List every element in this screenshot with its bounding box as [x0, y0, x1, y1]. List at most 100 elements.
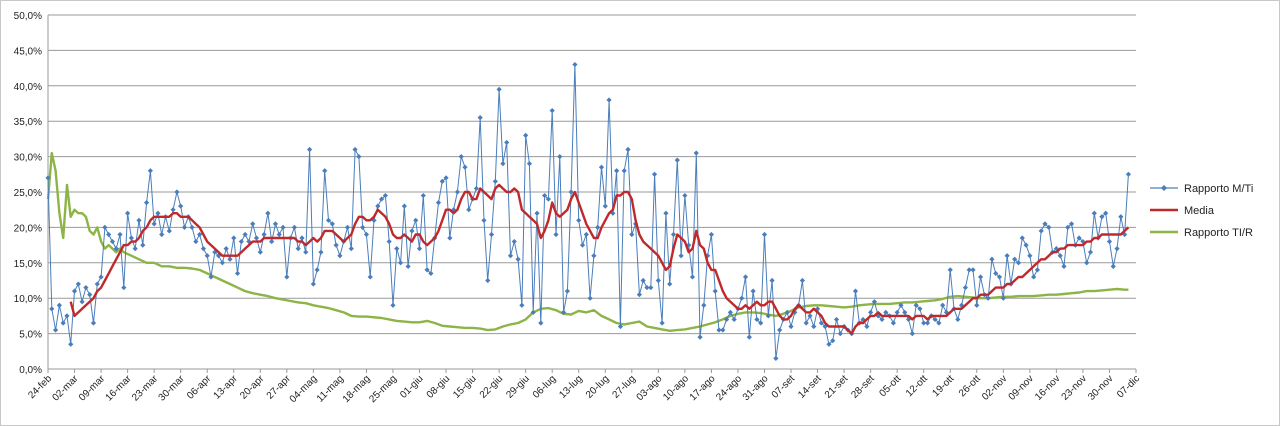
data-point	[731, 316, 737, 323]
data-point	[1103, 210, 1109, 216]
y-tick-label: 35,0%	[14, 117, 42, 128]
x-tick-label: 11-mag	[315, 373, 346, 404]
data-point	[363, 231, 370, 238]
data-point	[397, 260, 404, 266]
series-line	[47, 64, 1129, 359]
data-point	[1125, 171, 1132, 177]
data-point	[219, 260, 225, 266]
y-tick-label: 50,0%	[14, 11, 42, 22]
data-point	[1034, 267, 1041, 273]
data-point	[1099, 214, 1105, 220]
data-point	[898, 302, 904, 308]
data-point	[587, 295, 593, 301]
data-point	[238, 238, 244, 245]
data-point	[989, 256, 995, 262]
data-point	[572, 61, 578, 68]
data-point	[560, 309, 567, 315]
data-point	[970, 267, 976, 273]
data-point	[894, 309, 900, 315]
data-point	[705, 253, 711, 259]
data-point	[109, 238, 116, 245]
data-point	[777, 327, 783, 333]
x-tick-label: 30-mar	[157, 373, 188, 404]
data-point	[504, 139, 510, 146]
data-point	[189, 224, 195, 230]
data-point	[670, 231, 677, 238]
data-point	[204, 253, 210, 259]
data-point	[523, 132, 529, 138]
data-point	[667, 281, 673, 287]
x-tick-label: 06-lug	[531, 373, 558, 400]
data-point	[1000, 295, 1006, 301]
x-tick-label: 23-mar	[130, 373, 161, 404]
data-point	[360, 224, 366, 230]
data-point	[337, 253, 343, 259]
data-point	[496, 86, 502, 92]
data-point	[655, 277, 661, 284]
data-point	[322, 168, 328, 174]
x-tick-label: 31-ago	[741, 373, 771, 403]
x-tick-label: 24-feb	[26, 373, 54, 401]
x-tick-label: 28-set	[849, 373, 877, 401]
data-point	[193, 238, 199, 245]
data-point	[424, 267, 430, 273]
x-tick-label: 25-mag	[367, 373, 399, 405]
data-point	[87, 292, 93, 298]
data-point	[693, 150, 699, 156]
y-tick-label: 45,0%	[14, 46, 42, 57]
data-point	[314, 267, 320, 273]
data-point	[557, 154, 563, 160]
data-point	[614, 168, 620, 174]
data-point	[917, 306, 923, 312]
data-point	[413, 217, 419, 223]
x-tick-label: 18-mag	[341, 373, 373, 405]
x-tick-label: 16-mar	[104, 373, 135, 404]
data-point	[447, 235, 453, 241]
data-point	[280, 224, 286, 230]
data-point	[98, 274, 104, 280]
data-point	[170, 207, 176, 213]
data-point	[553, 231, 559, 238]
data-point	[716, 327, 722, 333]
data-point	[682, 192, 688, 199]
data-point	[1042, 221, 1048, 227]
data-point	[993, 270, 999, 277]
x-tick-label: 14-set	[796, 373, 824, 401]
data-point	[102, 224, 108, 230]
data-point	[94, 281, 100, 287]
data-point	[811, 323, 817, 330]
data-point	[481, 217, 487, 223]
data-point	[454, 189, 461, 195]
data-point	[932, 316, 938, 323]
x-tick-label: 24-ago	[714, 373, 744, 403]
data-point	[276, 231, 282, 238]
data-point	[325, 217, 332, 223]
data-point	[602, 203, 608, 209]
data-point	[651, 171, 658, 177]
data-point	[1015, 260, 1022, 266]
data-point	[742, 274, 749, 280]
data-point	[977, 274, 984, 280]
data-point	[689, 274, 696, 280]
data-point	[333, 242, 339, 248]
data-point	[962, 284, 969, 291]
data-point	[1004, 253, 1010, 259]
data-point	[466, 207, 472, 213]
data-point	[121, 284, 127, 291]
data-point	[371, 217, 377, 223]
data-point	[79, 299, 85, 305]
data-point	[49, 306, 55, 312]
x-tick-label: 09-mar	[77, 373, 108, 404]
data-point	[818, 320, 824, 326]
data-point	[208, 274, 214, 280]
data-point	[636, 292, 642, 298]
data-point	[750, 288, 756, 294]
x-tick-label: 15-giu	[451, 373, 478, 400]
data-point	[405, 263, 411, 269]
data-point	[542, 192, 548, 199]
legend-label: Rapporto TI/R	[1184, 227, 1253, 239]
data-point	[943, 309, 950, 315]
data-point	[250, 221, 256, 227]
data-point	[1122, 231, 1128, 238]
data-point	[674, 157, 680, 163]
